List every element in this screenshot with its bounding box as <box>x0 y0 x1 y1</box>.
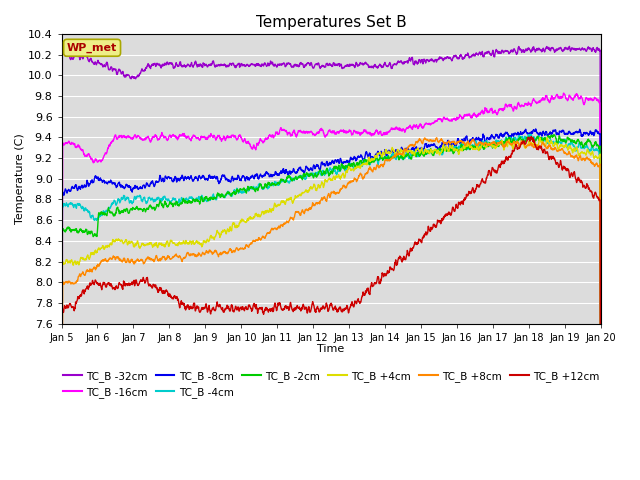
TC_B +12cm <box>320 304 328 310</box>
TC_B -2cm <box>85 228 93 234</box>
TC_B -32cm <box>582 47 589 52</box>
TC_B +4cm <box>85 255 93 261</box>
X-axis label: Time: Time <box>317 344 345 354</box>
TC_B -32cm <box>581 46 589 52</box>
TC_B +8cm <box>305 206 313 212</box>
TC_B -8cm <box>597 456 605 461</box>
TC_B -32cm <box>597 401 605 407</box>
TC_B +12cm <box>527 134 535 140</box>
TC_B +4cm <box>543 135 551 141</box>
TC_B -16cm <box>560 90 568 96</box>
TC_B -2cm <box>582 141 589 146</box>
TC_B -16cm <box>582 97 589 103</box>
TC_B -8cm <box>85 181 93 187</box>
TC_B -4cm <box>305 171 313 177</box>
Line: TC_B -2cm: TC_B -2cm <box>61 134 601 480</box>
TC_B +12cm <box>482 177 490 183</box>
TC_B +4cm <box>581 151 589 156</box>
TC_B -2cm <box>550 132 557 137</box>
TC_B +4cm <box>305 188 313 193</box>
Line: TC_B -4cm: TC_B -4cm <box>61 134 601 480</box>
TC_B -16cm <box>85 152 93 158</box>
TC_B +8cm <box>582 157 589 163</box>
TC_B -4cm <box>597 467 605 473</box>
TC_B +12cm <box>582 185 589 191</box>
TC_B +8cm <box>320 195 328 201</box>
TC_B -8cm <box>582 131 589 136</box>
TC_B +12cm <box>85 284 93 290</box>
TC_B -4cm <box>581 145 589 151</box>
TC_B -2cm <box>482 140 490 146</box>
TC_B -4cm <box>482 138 490 144</box>
TC_B -2cm <box>581 142 589 147</box>
Line: TC_B +4cm: TC_B +4cm <box>61 138 601 480</box>
TC_B -32cm <box>482 49 490 55</box>
TC_B -8cm <box>482 138 490 144</box>
TC_B +4cm <box>482 144 490 150</box>
TC_B +8cm <box>85 268 93 274</box>
TC_B -32cm <box>566 43 573 49</box>
TC_B -8cm <box>532 126 540 132</box>
TC_B -4cm <box>582 144 589 150</box>
TC_B -4cm <box>527 132 534 137</box>
TC_B +8cm <box>433 135 440 141</box>
TC_B -4cm <box>85 210 93 216</box>
Line: TC_B -32cm: TC_B -32cm <box>61 46 601 480</box>
TC_B -8cm <box>581 131 589 136</box>
Text: WP_met: WP_met <box>67 43 117 53</box>
TC_B -32cm <box>85 59 93 64</box>
Line: TC_B -8cm: TC_B -8cm <box>61 129 601 480</box>
Line: TC_B +8cm: TC_B +8cm <box>61 138 601 480</box>
TC_B -16cm <box>320 130 328 135</box>
TC_B +4cm <box>320 183 328 189</box>
TC_B -2cm <box>597 463 605 468</box>
TC_B -16cm <box>305 130 313 136</box>
TC_B -16cm <box>482 108 490 113</box>
TC_B +4cm <box>597 469 605 475</box>
TC_B +8cm <box>483 141 490 146</box>
Line: TC_B -16cm: TC_B -16cm <box>61 93 601 480</box>
Title: Temperatures Set B: Temperatures Set B <box>256 15 406 30</box>
TC_B -2cm <box>320 169 328 175</box>
Y-axis label: Temperature (C): Temperature (C) <box>15 133 25 224</box>
TC_B -16cm <box>597 477 605 480</box>
TC_B +4cm <box>582 151 589 156</box>
TC_B -4cm <box>320 169 328 175</box>
TC_B -8cm <box>320 161 328 167</box>
TC_B -32cm <box>320 63 328 69</box>
TC_B -8cm <box>305 167 313 173</box>
Legend: TC_B -32cm, TC_B -16cm, TC_B -8cm, TC_B -4cm, TC_B -2cm, TC_B +4cm, TC_B +8cm, T: TC_B -32cm, TC_B -16cm, TC_B -8cm, TC_B … <box>59 366 604 402</box>
TC_B +12cm <box>581 185 589 191</box>
TC_B -2cm <box>305 173 313 179</box>
TC_B -32cm <box>305 61 313 67</box>
Line: TC_B +12cm: TC_B +12cm <box>61 137 601 480</box>
TC_B +8cm <box>581 157 589 163</box>
TC_B +12cm <box>305 308 313 313</box>
TC_B -16cm <box>581 99 589 105</box>
